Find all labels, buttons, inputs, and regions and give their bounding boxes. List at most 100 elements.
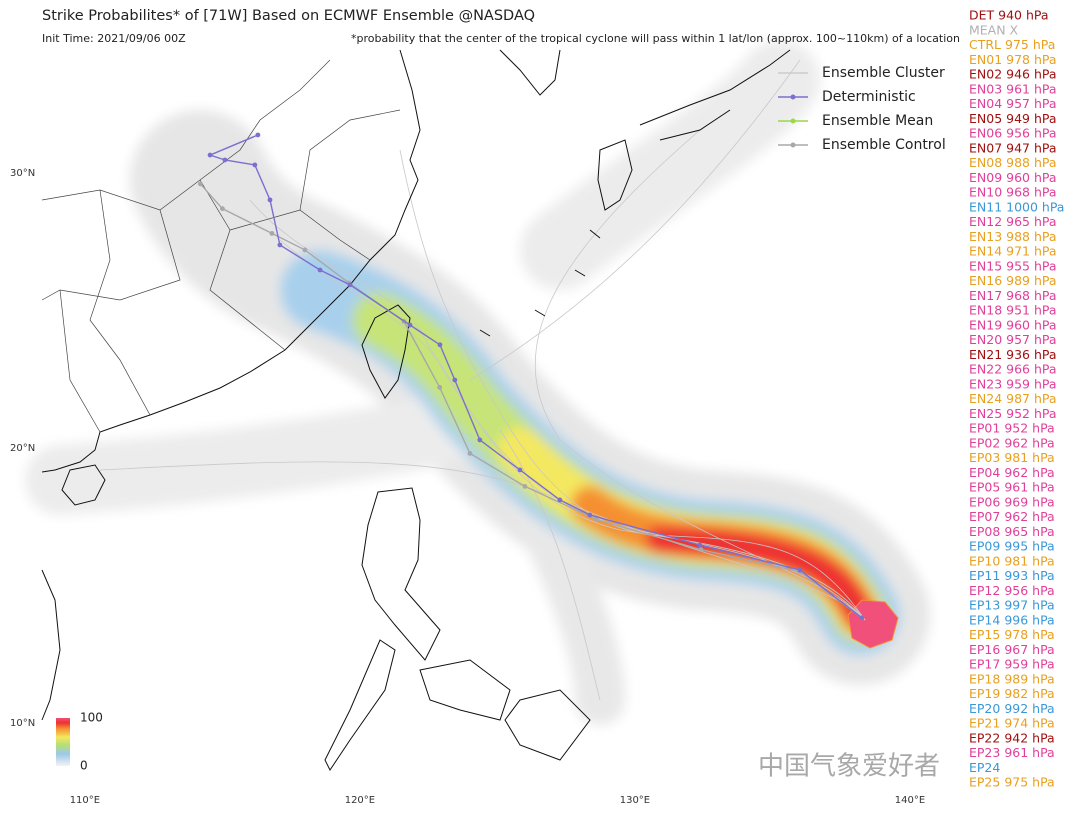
track-point xyxy=(198,181,203,187)
track-point xyxy=(522,484,528,489)
member-label: EN13 988 hPa xyxy=(969,229,1057,244)
lon-tick-label: 140°E xyxy=(895,795,925,806)
lon-tick-label: 110°E xyxy=(70,795,100,806)
member-label: EN06 956 hPa xyxy=(969,126,1057,141)
footnote: *probability that the center of the trop… xyxy=(351,32,960,45)
honshu xyxy=(639,49,791,141)
track-line xyxy=(208,134,863,619)
track-point xyxy=(317,267,323,273)
track-point xyxy=(859,615,865,621)
map xyxy=(25,40,930,771)
member-label: EN23 959 hPa xyxy=(969,376,1057,391)
track-point xyxy=(797,567,803,573)
hainan xyxy=(61,464,106,506)
probability-swath xyxy=(25,40,930,725)
member-label: EP15 978 hPa xyxy=(969,627,1055,642)
track-point xyxy=(437,342,443,348)
member-label: EP21 974 hPa xyxy=(969,716,1055,731)
member-label: EN04 957 hPa xyxy=(969,96,1057,111)
member-label: EN24 987 hPa xyxy=(969,391,1057,406)
borneo xyxy=(41,569,61,721)
member-label: EP05 961 hPa xyxy=(969,480,1055,495)
member-label: EN08 988 hPa xyxy=(969,155,1057,170)
coastline-china xyxy=(41,49,421,473)
track-point xyxy=(222,157,228,163)
track-point xyxy=(407,322,413,328)
member-label: EN16 989 hPa xyxy=(969,273,1057,288)
member-label: EP04 962 hPa xyxy=(969,465,1055,480)
track-point xyxy=(267,197,273,203)
member-label: EP22 942 hPa xyxy=(969,730,1055,745)
member-label: EP20 992 hPa xyxy=(969,701,1055,716)
member-label: EN22 966 hPa xyxy=(969,362,1057,377)
member-label: EN07 947 hPa xyxy=(969,140,1057,155)
province-borders xyxy=(41,59,401,433)
member-label: EN11 1000 hPa xyxy=(969,199,1064,214)
legend-marker xyxy=(790,142,796,148)
member-label: EP03 981 hPa xyxy=(969,450,1055,465)
legend-marker xyxy=(790,118,796,124)
lat-tick-label: 30°N xyxy=(10,168,35,179)
member-label: EN10 968 hPa xyxy=(969,185,1057,200)
member-label: EP01 952 hPa xyxy=(969,421,1055,436)
lat-tick-label: 20°N xyxy=(10,443,35,454)
member-label: EP10 981 hPa xyxy=(969,553,1055,568)
korea xyxy=(499,49,561,96)
member-label: EP25 975 hPa xyxy=(969,775,1055,790)
lon-tick-label: 130°E xyxy=(620,795,650,806)
member-label: EP19 982 hPa xyxy=(969,686,1055,701)
ensemble-cluster-tracks xyxy=(99,59,866,701)
mindoro-palawan xyxy=(324,639,396,771)
member-label: EP12 956 hPa xyxy=(969,583,1055,598)
track-point xyxy=(302,247,308,253)
member-label: EP11 993 hPa xyxy=(969,568,1055,583)
axes: 110°E 120°E 130°E 140°E 30°N 20°N 10°N xyxy=(10,168,925,806)
member-label: CTRL 975 hPa xyxy=(969,37,1055,52)
track-point xyxy=(269,231,275,236)
member-label: EP02 962 hPa xyxy=(969,435,1055,450)
member-label: MEAN X xyxy=(969,22,1019,37)
member-label: EN19 960 hPa xyxy=(969,317,1057,332)
probability-peak xyxy=(847,599,899,649)
legend-label: Ensemble Cluster xyxy=(822,65,945,81)
tracks xyxy=(198,132,865,621)
track-point xyxy=(698,547,704,553)
member-label: EN18 951 hPa xyxy=(969,303,1057,318)
member-label: EN03 961 hPa xyxy=(969,81,1057,96)
member-label: EP09 995 hPa xyxy=(969,539,1055,554)
member-label: EP07 962 hPa xyxy=(969,509,1055,524)
member-label: EN12 965 hPa xyxy=(969,214,1057,229)
member-label: EP08 965 hPa xyxy=(969,524,1055,539)
legend-label: Ensemble Mean xyxy=(822,113,933,129)
kyushu xyxy=(597,139,633,211)
luzon xyxy=(361,487,441,661)
colorbar-label: 100 xyxy=(80,711,103,725)
member-label: EN15 955 hPa xyxy=(969,258,1057,273)
track-point xyxy=(255,132,261,138)
track-point xyxy=(587,512,593,518)
member-label: EP24 xyxy=(969,760,1000,775)
visayas xyxy=(419,659,591,761)
track-point xyxy=(594,517,599,522)
watermark: 中国气象爱好者 xyxy=(758,752,940,782)
member-label: EP16 967 hPa xyxy=(969,642,1055,657)
member-label: EP14 996 hPa xyxy=(969,612,1055,627)
legend-label: Deterministic xyxy=(822,89,916,105)
track-point xyxy=(477,437,483,443)
member-label: EN05 949 hPa xyxy=(969,111,1057,126)
track-point xyxy=(467,451,473,456)
member-label: EN14 971 hPa xyxy=(969,244,1057,259)
track-point xyxy=(252,162,258,168)
colorbar-gradient xyxy=(56,718,70,766)
legend-label: Ensemble Control xyxy=(822,137,946,153)
track-point xyxy=(557,497,563,503)
member-label: EN01 978 hPa xyxy=(969,52,1057,67)
member-label: EP13 997 hPa xyxy=(969,598,1055,613)
member-label: EP18 989 hPa xyxy=(969,671,1055,686)
lon-tick-label: 120°E xyxy=(345,795,375,806)
ryukyu xyxy=(479,229,601,337)
track-point xyxy=(517,467,523,473)
title: Strike Probabilites* of [71W] Based on E… xyxy=(42,8,535,24)
